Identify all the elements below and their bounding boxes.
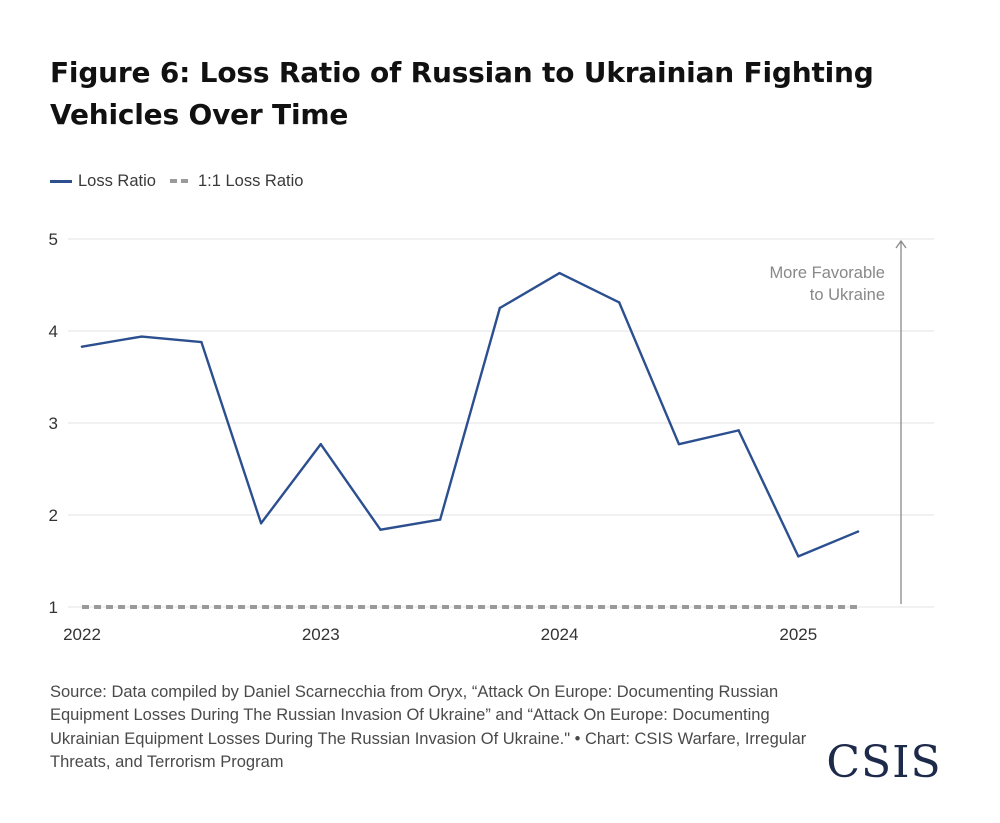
legend-label-one-to-one: 1:1 Loss Ratio bbox=[197, 171, 304, 190]
x-tick-label: 2025 bbox=[779, 625, 817, 644]
y-tick-label: 4 bbox=[49, 322, 58, 341]
loss-ratio-point bbox=[618, 301, 621, 304]
loss-ratio-series bbox=[80, 271, 860, 558]
y-tick-label: 2 bbox=[49, 506, 58, 525]
x-tick-label: 2024 bbox=[541, 625, 579, 644]
favorability-annotation: More Favorable to Ukraine bbox=[769, 239, 907, 604]
loss-ratio-point bbox=[200, 340, 203, 344]
legend-swatch-one-to-one bbox=[169, 179, 192, 183]
loss-ratio-point bbox=[319, 442, 322, 446]
annotation-line-1: More Favorable bbox=[769, 264, 885, 282]
legend-item-loss-ratio: Loss Ratio bbox=[50, 172, 156, 191]
chart-title: Figure 6: Loss Ratio of Russian to Ukrai… bbox=[50, 56, 874, 131]
loss-ratio-point bbox=[677, 442, 681, 446]
x-tick-label: 2022 bbox=[63, 625, 101, 644]
x-axis-ticks: 2022 2023 2024 2025 bbox=[63, 625, 817, 644]
loss-ratio-point bbox=[438, 518, 442, 521]
x-tick-label: 2023 bbox=[302, 625, 340, 644]
loss-ratio-point bbox=[737, 429, 740, 432]
loss-ratio-point bbox=[259, 522, 263, 525]
loss-ratio-point bbox=[856, 530, 860, 533]
loss-ratio-point bbox=[80, 345, 84, 348]
y-tick-label: 3 bbox=[49, 414, 58, 433]
legend-item-one-to-one: 1:1 Loss Ratio bbox=[169, 171, 304, 191]
source-note: Source: Data compiled by Daniel Scarnecc… bbox=[50, 683, 807, 771]
annotation-line-2: to Ukraine bbox=[810, 286, 885, 304]
chart-legend: Loss Ratio 1:1 Loss Ratio bbox=[50, 170, 317, 192]
loss-ratio-point bbox=[558, 271, 561, 275]
loss-ratio-line bbox=[80, 271, 860, 558]
y-tick-label: 1 bbox=[49, 598, 58, 617]
loss-ratio-point bbox=[140, 335, 143, 338]
y-axis-ticks: 1 2 3 4 5 bbox=[49, 230, 58, 617]
legend-swatch-loss-ratio bbox=[50, 179, 72, 183]
loss-ratio-point bbox=[379, 528, 382, 531]
loss-ratio-point bbox=[797, 555, 800, 558]
loss-ratio-point bbox=[498, 306, 502, 310]
csis-logo: CSIS bbox=[826, 736, 942, 788]
arrow-head-icon bbox=[895, 239, 907, 249]
gridlines bbox=[68, 238, 934, 608]
y-tick-label: 5 bbox=[49, 230, 58, 249]
legend-label-loss-ratio: Loss Ratio bbox=[78, 171, 156, 190]
